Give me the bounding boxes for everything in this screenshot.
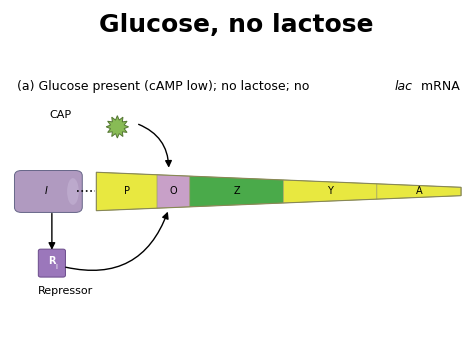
FancyBboxPatch shape <box>15 170 82 212</box>
Polygon shape <box>190 176 283 207</box>
Text: Y: Y <box>327 186 333 196</box>
Polygon shape <box>96 172 157 211</box>
Text: Repressor: Repressor <box>38 286 93 296</box>
Text: P: P <box>124 186 130 196</box>
Polygon shape <box>377 184 461 199</box>
Text: O: O <box>170 186 177 196</box>
Text: A: A <box>416 186 422 196</box>
Text: l: l <box>55 264 57 269</box>
Text: Z: Z <box>233 186 240 196</box>
Ellipse shape <box>67 178 79 205</box>
Text: I: I <box>45 186 47 196</box>
Text: CAP: CAP <box>50 110 72 120</box>
Polygon shape <box>106 116 128 138</box>
Text: R: R <box>48 256 55 266</box>
Text: mRNA: mRNA <box>417 80 460 93</box>
FancyBboxPatch shape <box>38 249 65 277</box>
Polygon shape <box>283 180 377 203</box>
Text: (a) Glucose present (cAMP low); no lactose; no: (a) Glucose present (cAMP low); no lacto… <box>17 80 313 93</box>
Text: Glucose, no lactose: Glucose, no lactose <box>100 13 374 37</box>
Text: lac: lac <box>394 80 412 93</box>
Polygon shape <box>157 175 190 208</box>
